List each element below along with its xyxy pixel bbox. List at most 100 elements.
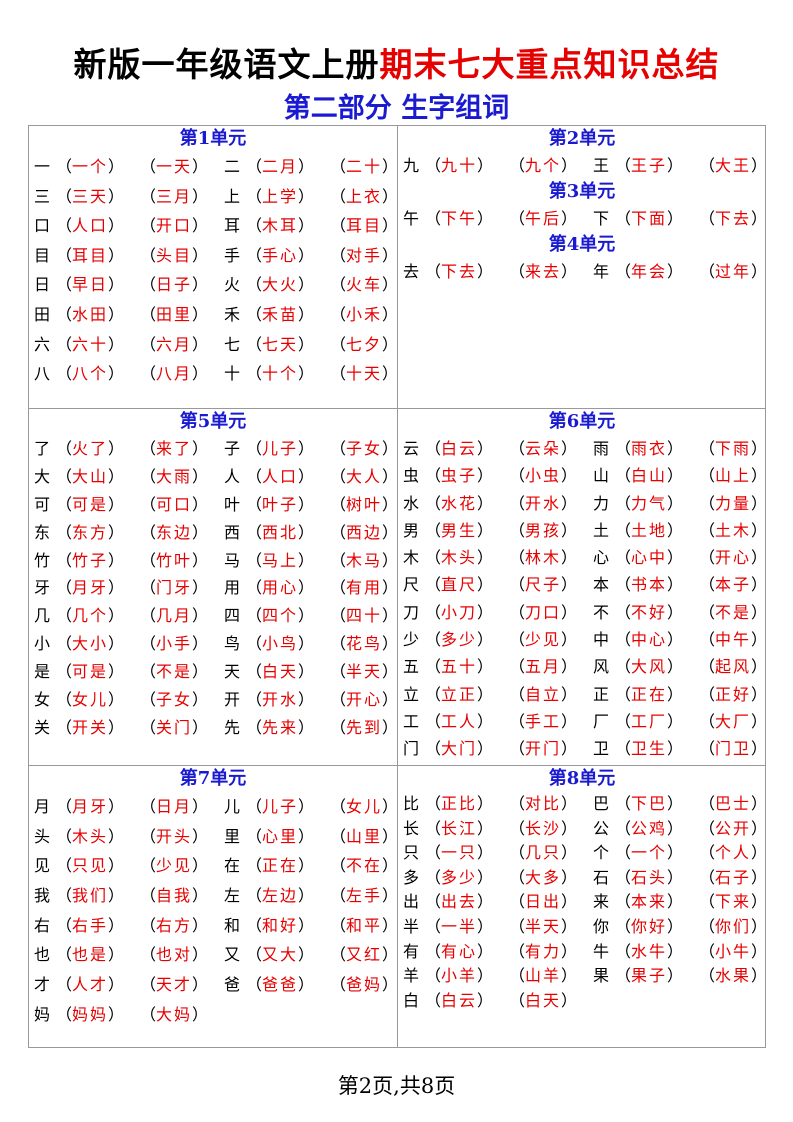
compound-word: 和好	[262, 915, 299, 935]
compound-word: 月牙	[72, 797, 109, 816]
compound-word: 中心	[631, 630, 668, 650]
word-group: （可是）	[56, 494, 125, 514]
word-group: （出去）	[425, 892, 494, 912]
character-entry: 少（多少） （少见）	[403, 626, 593, 653]
character-entry: 午 （下午） （午后）	[403, 205, 593, 232]
character-entry: 十（十个） （十天）	[224, 359, 414, 389]
cell-unit-8: 第8单元比 （正比） （对比） 巴 （下巴） （巴士） 长（长江） （长沙） 公（公鸡） （公开）…	[398, 766, 767, 1013]
compound-word: 开水	[525, 493, 562, 513]
word-group: （上学）	[246, 186, 315, 206]
character-entry: 用（用心） （有用）	[224, 574, 414, 602]
vocab-row: 我（我们） （自我） 左（左边） （左手）	[29, 881, 398, 911]
character: 女	[34, 690, 51, 710]
compound-word: 心里	[262, 826, 299, 846]
vocab-row: 比 （正比） （对比） 巴 （下巴） （巴士）	[398, 792, 767, 817]
character: 本	[593, 575, 610, 595]
word-group: （刀口）	[509, 602, 578, 622]
word-group: （白天）	[509, 990, 578, 1010]
compound-word: 上学	[262, 186, 299, 206]
word-group: （大雨）	[140, 466, 209, 486]
character: 土	[593, 520, 610, 540]
compound-word: 一个	[72, 157, 109, 176]
compound-word: 小鸟	[262, 634, 299, 654]
character-entry: 果（果子） （水果）	[593, 964, 783, 989]
word-group: （果子）	[615, 966, 684, 986]
character-entry: 关（开关） （关门）	[34, 714, 224, 742]
word-group: （对手）	[330, 245, 399, 265]
unit-title: 第2单元	[548, 128, 616, 149]
word-group: （大火）	[246, 275, 315, 295]
character: 虫	[403, 466, 420, 486]
compound-word: 小手	[156, 634, 193, 654]
character-entry: 心（心中） （开心）	[593, 544, 783, 571]
word-group: （你们）	[699, 916, 768, 936]
page-title: 新版一年级语文上册期末七大重点知识总结	[0, 38, 793, 86]
word-group: （田里）	[140, 304, 209, 324]
compound-word: 耳目	[346, 216, 383, 236]
word-group: （开心）	[699, 548, 768, 568]
word-group: （爸妈）	[330, 975, 399, 995]
vocab-row: 立（立正） （自立） 正（正在） （正好）	[398, 681, 767, 708]
word-group: （小刀）	[425, 602, 494, 622]
character: 八	[34, 364, 51, 384]
word-group: （六月）	[140, 334, 209, 354]
character: 大	[34, 466, 51, 486]
compound-word: 九十	[441, 156, 478, 175]
vocab-row: 云 （白云） （云朵） 雨 （雨衣） （下雨）	[398, 435, 767, 462]
word-group: （耳目）	[56, 245, 125, 265]
word-group: （正好）	[699, 684, 768, 704]
character: 水	[403, 493, 420, 513]
compound-word: 马上	[262, 550, 299, 570]
compound-word: 女儿	[346, 797, 383, 816]
character-entry: 九 （九十） （九个）	[403, 152, 593, 179]
character-entry: 目（耳目） （头目）	[34, 241, 224, 271]
word-group: （八月）	[140, 364, 209, 384]
compound-word: 多少	[441, 630, 478, 650]
word-group: （正在）	[246, 856, 315, 876]
character-entry: 比 （正比） （对比）	[403, 792, 593, 817]
word-group: （男孩）	[509, 520, 578, 540]
word-group: （日出）	[509, 892, 578, 912]
vocab-row: 目（耳目） （头目） 手（手心） （对手）	[29, 241, 398, 271]
character: 禾	[224, 304, 241, 324]
word-group: （人口）	[246, 466, 315, 486]
compound-word: 力量	[715, 493, 752, 513]
word-group: （大王）	[699, 156, 768, 175]
word-group: （又大）	[246, 945, 315, 965]
word-group: （开关）	[56, 717, 125, 737]
character: 爸	[224, 975, 241, 995]
character: 手	[224, 245, 241, 265]
word-group: （三月）	[140, 186, 209, 206]
character: 石	[593, 867, 610, 887]
compound-word: 三月	[156, 186, 193, 206]
character-entry: 五（五十） （五月）	[403, 653, 593, 680]
compound-word: 果子	[631, 966, 668, 986]
compound-word: 五十	[441, 657, 478, 677]
word-group: （不在）	[330, 856, 399, 876]
word-group: （尺子）	[509, 575, 578, 595]
character-entry: 八（八个） （八月）	[34, 359, 224, 389]
character-entry: 年 （年会） （过年）	[593, 258, 783, 285]
vocab-row: 羊（小羊） （山羊） 果（果子） （水果）	[398, 964, 767, 989]
character: 右	[34, 915, 51, 935]
word-group: （开心）	[330, 690, 399, 710]
character: 日	[34, 275, 51, 295]
vocab-row: 尺（直尺） （尺子） 本（书本） （本子）	[398, 571, 767, 598]
character-entry: 马（马上） （木马）	[224, 547, 414, 575]
vocab-row: 只（一只） （几只） 个（一个） （个人）	[398, 841, 767, 866]
character: 鸟	[224, 634, 241, 654]
word-group: （手工）	[509, 711, 578, 731]
character-entry: 二 （二月） （二十）	[224, 152, 414, 182]
compound-word: 叶子	[262, 494, 299, 514]
character: 马	[224, 550, 241, 570]
character-entry: 爸（爸爸） （爸妈）	[224, 970, 414, 1000]
character: 天	[224, 662, 241, 682]
word-group: （你好）	[615, 916, 684, 936]
compound-word: 门卫	[715, 739, 752, 759]
word-group: （木头）	[425, 548, 494, 568]
compound-word: 白云	[441, 439, 478, 458]
compound-word: 头目	[156, 245, 193, 265]
character: 工	[403, 711, 420, 731]
compound-word: 小禾	[346, 304, 383, 324]
character: 山	[593, 466, 610, 486]
